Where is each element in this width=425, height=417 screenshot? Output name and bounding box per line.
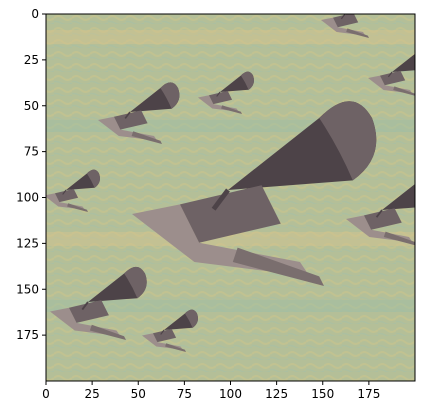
x-tick-label: 100	[219, 387, 242, 401]
x-tick-label: 75	[177, 387, 192, 401]
y-tick-label: 0	[31, 7, 39, 21]
x-tick-label: 150	[311, 387, 334, 401]
x-tick-label: 175	[357, 387, 380, 401]
y-tick-label: 50	[24, 99, 39, 113]
y-tick-label: 125	[16, 236, 39, 250]
x-tick-label: 50	[131, 387, 146, 401]
y-tick-label: 100	[16, 191, 39, 205]
x-tick-label: 25	[84, 387, 99, 401]
y-tick-label: 75	[24, 145, 39, 159]
x-tick-label: 125	[265, 387, 288, 401]
x-tick-label: 0	[42, 387, 50, 401]
y-tick-label: 175	[16, 328, 39, 342]
y-axis: 0 25 50 75 100 125 150 175	[16, 7, 46, 342]
y-tick-label: 25	[24, 53, 39, 67]
y-tick-label: 150	[16, 282, 39, 296]
x-axis: 0 25 50 75 100 125 150 175	[42, 381, 380, 401]
